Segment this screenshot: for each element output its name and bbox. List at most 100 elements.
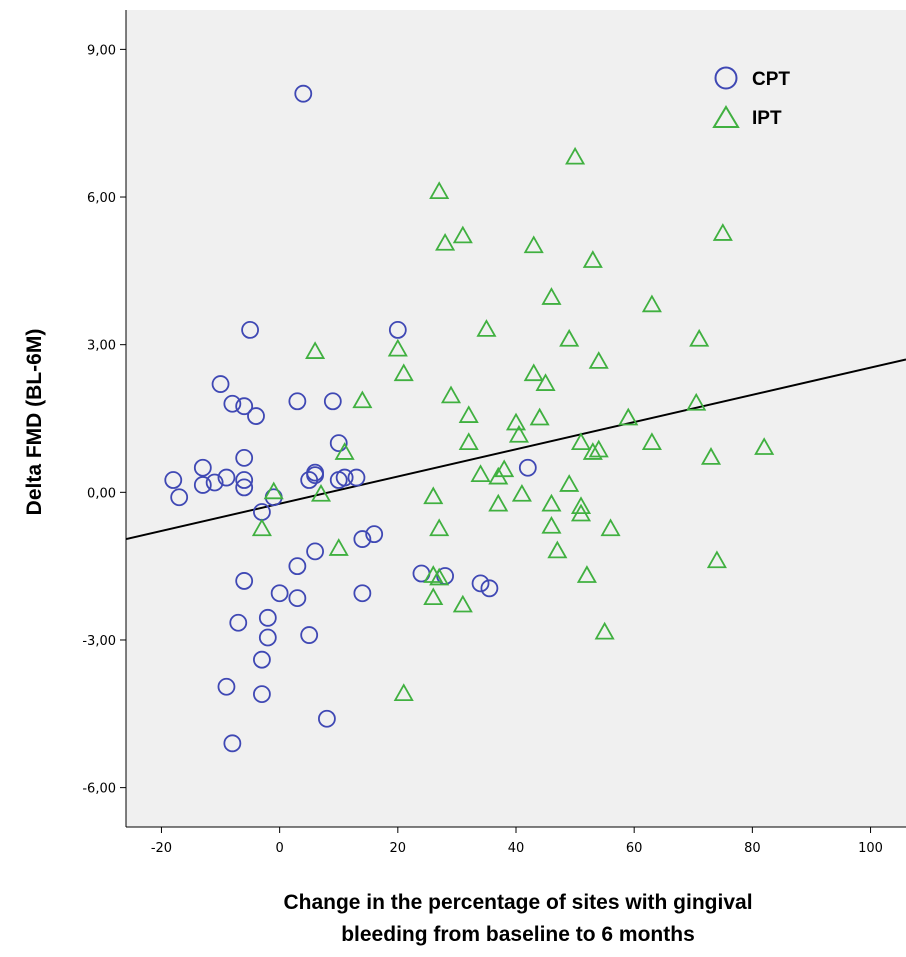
y-axis-title: Delta FMD (BL-6M) (23, 329, 46, 516)
ipt-point (328, 538, 349, 556)
cpt-point (164, 471, 183, 489)
ipt-point (452, 594, 473, 613)
ipt-point (618, 407, 639, 426)
y-ticks: -6,00 -3,00 0,00 3,00 6,00 9,00 (82, 43, 126, 797)
ipt-point (423, 486, 444, 505)
ipt-point (641, 432, 662, 451)
cpt-point (223, 734, 242, 753)
x-tick-label: 80 (744, 841, 761, 856)
ipt-point (387, 338, 408, 357)
ipt-point (429, 181, 450, 200)
ipt-point (582, 250, 603, 268)
x-axis-title-line-1: Change in the percentage of sites with g… (283, 891, 752, 914)
x-tick-label: 0 (275, 841, 283, 856)
ipt-point (423, 587, 444, 606)
ipt-point (435, 232, 456, 251)
ipt-point (476, 319, 497, 337)
ipt-point (565, 146, 586, 165)
cpt-point (193, 476, 212, 494)
ipt-point (712, 223, 733, 241)
ipt-point (423, 565, 444, 583)
ipt-point (600, 518, 621, 537)
ipt-point (689, 328, 710, 347)
cpt-point (217, 468, 236, 487)
cpt-point (347, 468, 366, 487)
x-tick-label: -20 (151, 841, 172, 856)
ipt-point (452, 225, 473, 244)
cpt-point (235, 572, 254, 590)
ipt-point (541, 515, 562, 534)
cpt-point (288, 589, 307, 608)
cpt-point (300, 626, 319, 644)
ipt-point (570, 496, 592, 514)
ipt-point (570, 503, 592, 522)
cpt-point (241, 321, 259, 339)
cpt-point (223, 394, 242, 413)
legend-cpt-marker (714, 66, 738, 90)
cpt-point (353, 584, 372, 603)
cpt-point (294, 84, 313, 103)
y-tick-label: -3,00 (82, 634, 116, 649)
ipt-point (523, 235, 544, 254)
y-tick-label: 9,00 (87, 43, 116, 58)
ipt-point (488, 493, 509, 512)
cpt-point (205, 473, 224, 492)
ipt-point (505, 412, 527, 431)
ipt-point (588, 439, 609, 458)
cpt-point (288, 392, 307, 411)
ipt-point (523, 363, 544, 382)
ipt-point (511, 483, 532, 502)
cpt-point (518, 458, 537, 477)
cpt-point (258, 628, 277, 647)
ipt-point (334, 442, 355, 460)
ipt-point (541, 493, 562, 512)
ipt-point (535, 373, 556, 391)
ipt-point (700, 447, 722, 465)
ipt-point (393, 683, 414, 702)
ipt-point (541, 287, 562, 305)
ipt-point (686, 392, 707, 411)
cpt-point (365, 525, 384, 544)
cpt-point (306, 542, 324, 561)
cpt-point (235, 478, 254, 497)
ipt-point (494, 459, 515, 478)
cpt-point (253, 650, 271, 669)
ipt-point (508, 424, 529, 443)
ipt-point (641, 294, 662, 313)
ipt-point (458, 432, 479, 451)
cpt-point (235, 471, 254, 489)
ipt-point (576, 565, 597, 583)
data-points (164, 84, 775, 753)
y-tick-label: 3,00 (87, 339, 116, 354)
legend: CPT IPT (712, 66, 790, 129)
x-ticks: -20 0 20 40 60 80 100 (151, 827, 883, 856)
plot-area (126, 10, 906, 827)
ipt-point (570, 432, 592, 451)
y-tick-label: 6,00 (87, 191, 116, 206)
ipt-point (263, 481, 284, 500)
ipt-point (470, 464, 491, 482)
cpt-point (270, 584, 289, 603)
ipt-point (440, 385, 462, 404)
cpt-point (288, 557, 307, 576)
cpt-point (353, 530, 372, 548)
cpt-point (306, 466, 324, 484)
ipt-point (429, 567, 450, 586)
y-tick-label: -6,00 (82, 782, 116, 797)
ipt-point (458, 405, 479, 423)
legend-ipt-label: IPT (752, 108, 782, 129)
fit-line-group (125, 358, 906, 541)
ipt-point (529, 407, 550, 426)
ipt-point (559, 474, 580, 492)
ipt-point (754, 437, 775, 455)
ipt-point (352, 390, 373, 409)
ipt-point (310, 483, 332, 502)
x-tick-label: 20 (390, 841, 407, 856)
ipt-point (429, 518, 450, 537)
ipt-point (582, 442, 603, 460)
cpt-point (211, 375, 230, 393)
cpt-point (258, 608, 277, 627)
cpt-point (388, 321, 407, 339)
cpt-point (235, 448, 254, 467)
